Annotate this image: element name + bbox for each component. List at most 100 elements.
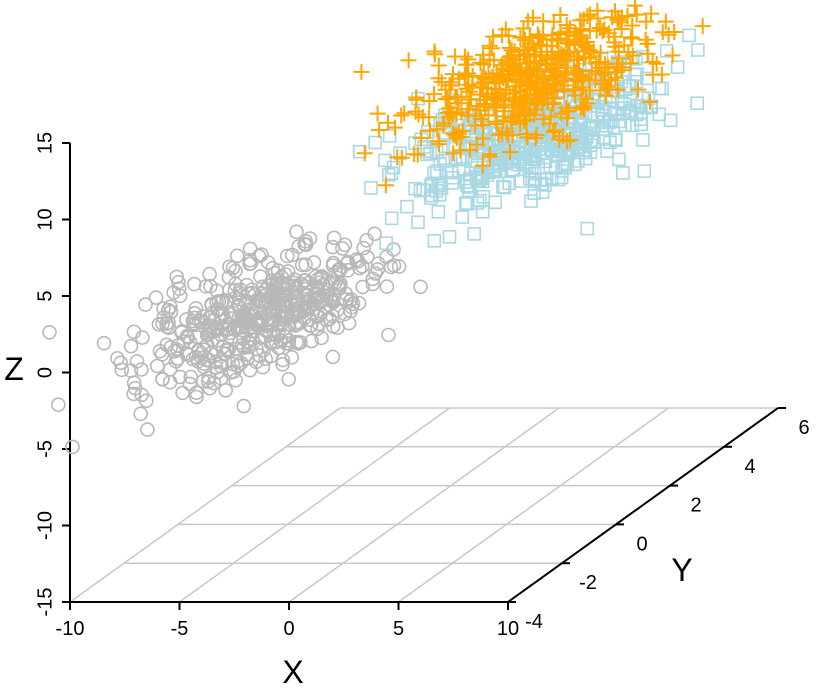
data-point-square [527, 177, 542, 191]
data-point-circle [349, 252, 364, 268]
data-point-circle [134, 362, 149, 377]
data-point-square [635, 49, 650, 64]
data-point-square [467, 227, 482, 241]
data-point-plus [433, 73, 450, 90]
data-point-circle [186, 315, 202, 331]
data-point-circle [320, 282, 336, 298]
z-tick-label: 0 [34, 367, 56, 378]
data-point-plus [522, 53, 539, 70]
data-point-plus [456, 67, 473, 83]
data-point-circle [169, 269, 184, 285]
data-point-circle [129, 354, 145, 369]
data-point-plus [485, 28, 502, 45]
data-point-square [497, 180, 512, 195]
data-point-plus [579, 8, 596, 25]
data-point-square [682, 28, 696, 43]
data-point-plus [501, 49, 518, 66]
y-tick-label: 6 [798, 417, 809, 439]
data-point-plus [694, 18, 711, 35]
data-point-circle [359, 233, 374, 248]
data-point-circle [281, 371, 297, 387]
data-point-circle [265, 302, 280, 318]
data-point-circle [314, 330, 329, 346]
data-point-plus [512, 83, 529, 99]
data-point-circle [337, 306, 353, 322]
data-point-plus [573, 34, 590, 51]
data-point-circle [339, 256, 355, 271]
data-point-circle [187, 310, 202, 326]
data-point-square [616, 166, 630, 180]
data-point-circle [342, 293, 358, 309]
data-point-plus [576, 101, 593, 118]
data-point-plus [520, 38, 536, 55]
data-point-plus [408, 89, 425, 106]
data-point-plus [400, 52, 417, 69]
data-point-circle [189, 385, 204, 401]
data-point-square [381, 168, 396, 182]
data-point-plus [421, 93, 438, 109]
data-point-plus [497, 21, 514, 38]
data-point-circle [341, 315, 357, 331]
data-point-plus [622, 29, 639, 46]
z-tick-label: -5 [34, 440, 56, 458]
data-point-plus [514, 99, 531, 116]
data-point-circle [275, 356, 290, 372]
data-point-square [455, 152, 470, 166]
y-axis-line [507, 407, 779, 603]
data-point-circle [126, 386, 141, 402]
data-point-plus [559, 23, 576, 40]
data-point-plus [445, 125, 462, 142]
data-point-circle [200, 374, 216, 389]
data-point-plus [614, 59, 631, 76]
data-point-circle [127, 380, 143, 396]
data-point-plus [587, 72, 604, 89]
x-tick-label: 5 [393, 618, 404, 640]
y-tick-label: 4 [744, 456, 755, 478]
data-point-circle [329, 270, 345, 286]
data-point-circle [174, 324, 190, 339]
data-point-plus [521, 67, 538, 84]
data-point-plus [571, 31, 588, 48]
data-point-plus [489, 90, 506, 107]
data-point-plus [528, 126, 545, 143]
data-point-circle [284, 247, 300, 263]
data-point-circle [230, 358, 246, 374]
data-point-circle [161, 302, 176, 318]
data-point-square [578, 128, 593, 143]
data-point-circle [133, 406, 148, 422]
data-point-plus [462, 91, 479, 108]
data-point-square [459, 196, 473, 210]
data-point-plus [498, 123, 515, 140]
data-point-circle [203, 278, 218, 294]
data-point-square [427, 166, 441, 181]
data-point-square [595, 100, 609, 114]
x-tick-label: -10 [56, 618, 85, 640]
data-point-plus [496, 103, 513, 120]
data-point-plus [644, 54, 661, 70]
data-point-square [655, 81, 669, 96]
data-point-square [411, 91, 425, 106]
data-point-circle [150, 358, 165, 374]
x-tick-label: 10 [497, 618, 519, 640]
data-point-square [488, 195, 503, 210]
data-point-plus [396, 105, 413, 122]
data-point-plus [637, 31, 654, 48]
data-point-square [473, 170, 488, 184]
data-point-circle [284, 285, 300, 300]
data-point-square [459, 175, 473, 189]
z-tick-label: 10 [34, 208, 56, 230]
data-point-square [523, 151, 538, 166]
data-point-circle [252, 310, 268, 326]
data-point-circle [208, 354, 224, 370]
data-point-circle [183, 369, 199, 385]
data-point-plus [506, 96, 523, 113]
data-point-circle [236, 398, 251, 414]
data-point-square [473, 193, 487, 208]
data-point-plus [533, 47, 550, 64]
data-point-plus [442, 77, 459, 94]
data-point-plus [642, 93, 658, 110]
data-point-plus [460, 76, 477, 93]
data-point-circle [236, 331, 251, 347]
data-point-square [623, 103, 637, 118]
